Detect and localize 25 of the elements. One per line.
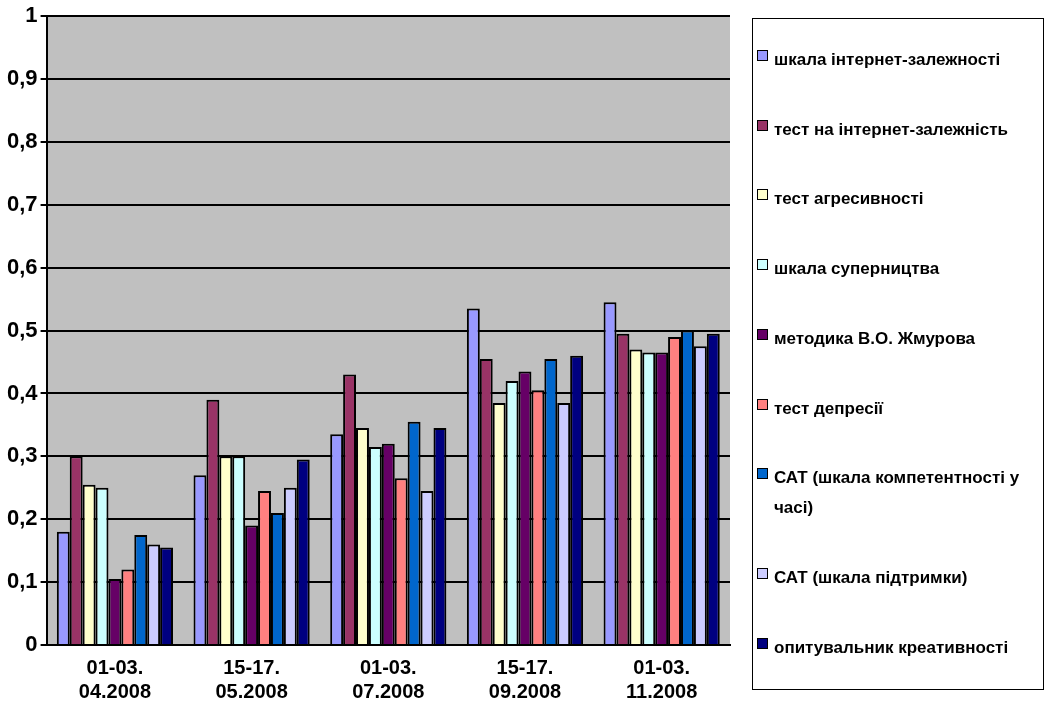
- y-tick-label: 1: [25, 2, 38, 28]
- legend-label: тест на інтернет-залежність: [774, 118, 1008, 141]
- y-tick-label: 0,1: [6, 568, 38, 594]
- legend-label: шкала інтернет-залежності: [774, 48, 1001, 71]
- y-tick-label: 0,3: [6, 442, 38, 468]
- legend-label: САТ (шкала підтримки): [774, 567, 968, 590]
- legend-label: тест депресії: [774, 397, 884, 420]
- y-tick-label: 0: [25, 631, 38, 657]
- y-tick-label: 0,8: [6, 128, 38, 154]
- y-tick-label: 0,2: [6, 505, 38, 531]
- legend-label: опитувальник креативності: [774, 637, 1009, 659]
- x-tick-label: 01-03. 04.2008: [78, 655, 152, 702]
- y-tick-label: 0,7: [6, 190, 38, 216]
- y-tick-label: 0,4: [6, 379, 39, 405]
- legend-label: тест агресивності: [774, 188, 924, 211]
- legend-label: САТ (шкала компетентності у часі): [774, 467, 1021, 520]
- x-tick-label: 01-03. 07.2008: [352, 655, 425, 702]
- x-tick-label: 15-17. 05.2008: [215, 655, 288, 702]
- y-tick-label: 0,5: [6, 316, 38, 342]
- legend-label: методика В.О. Жмурова: [774, 327, 976, 350]
- legend-label: шкала суперництва: [774, 258, 940, 281]
- x-tick-label: 15-17. 09.2008: [488, 655, 562, 702]
- x-tick-label: 01-03. 11.2008: [626, 655, 698, 702]
- y-tick-label: 0,6: [6, 253, 38, 279]
- y-tick-label: 0,9: [6, 65, 38, 91]
